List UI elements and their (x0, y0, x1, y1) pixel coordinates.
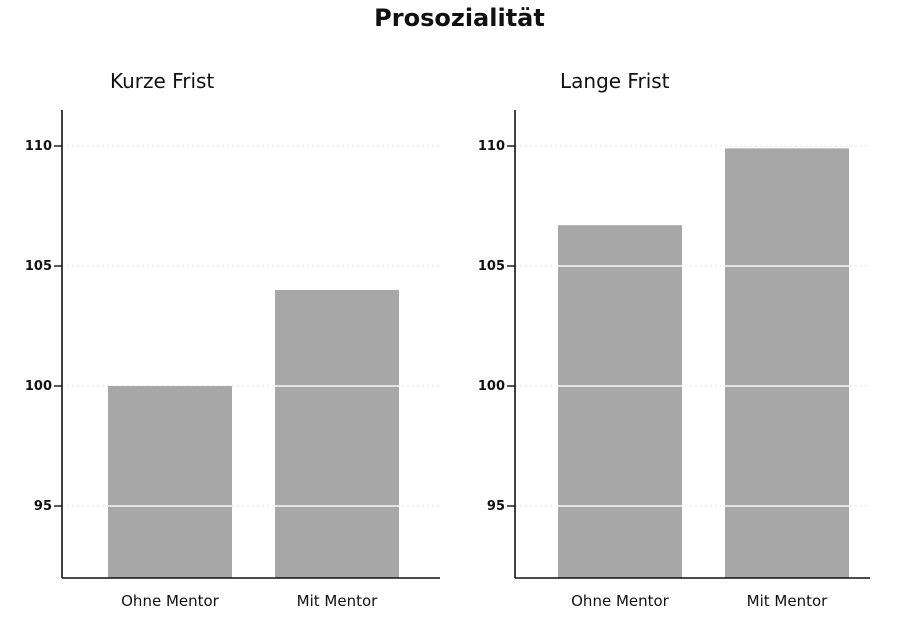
panel-lange-frist: Lange Frist 95 100 105 110 Ohne Mentor Mit Men… (478, 69, 870, 610)
y-tick-label: 95 (34, 499, 52, 514)
x-category-label: Mit Mentor (297, 592, 378, 610)
x-category-label: Ohne Mentor (121, 592, 220, 610)
x-category-label: Ohne Mentor (571, 592, 670, 610)
y-tick-label: 110 (478, 139, 505, 154)
x-category-label: Mit Mentor (747, 592, 828, 610)
y-tick-label: 105 (25, 259, 52, 274)
y-tick-label: 95 (487, 499, 505, 514)
y-tick-label: 110 (25, 139, 52, 154)
bar-ohne-mentor (108, 386, 232, 578)
y-tick-label: 105 (478, 259, 505, 274)
bar-mit-mentor (725, 148, 849, 578)
y-tick-label: 100 (25, 379, 52, 394)
y-tick-label: 100 (478, 379, 505, 394)
chart-title: Prosozialität (374, 4, 545, 32)
bar-mit-mentor (275, 290, 399, 578)
bar-ohne-mentor (558, 225, 682, 578)
panel-title-lange-frist: Lange Frist (560, 69, 670, 93)
panel-title-kurze-frist: Kurze Frist (110, 69, 214, 93)
panel-kurze-frist: Kurze Frist 95 100 105 110 Ohne Mentor Mit Men… (25, 69, 440, 610)
